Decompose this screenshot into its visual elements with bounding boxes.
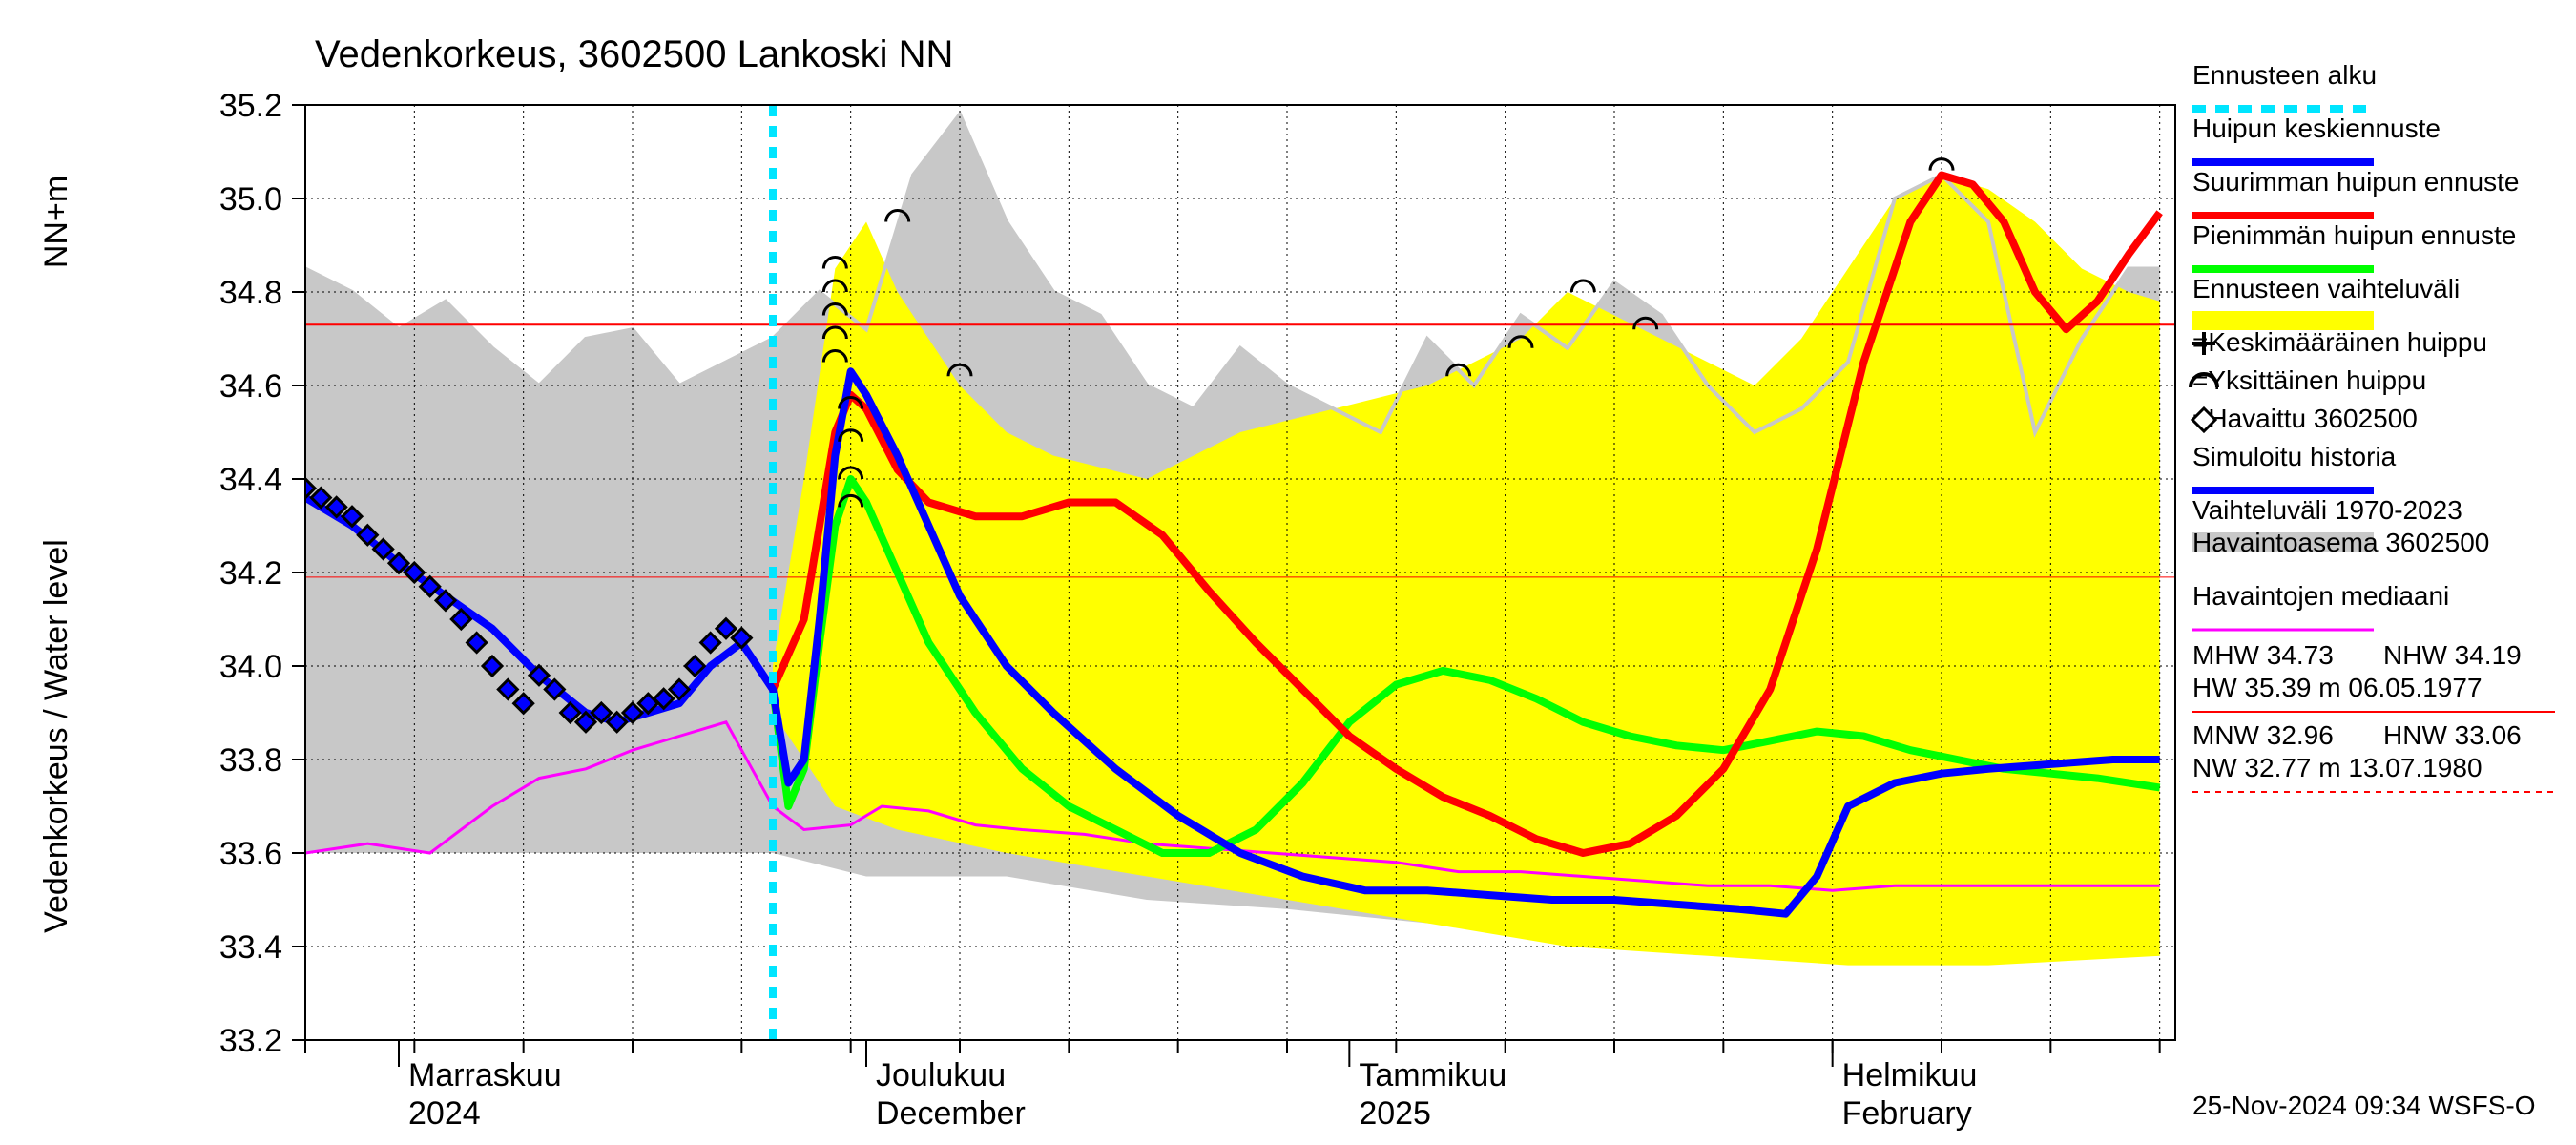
y-tick-label: 35.0: [219, 181, 282, 218]
legend-label: Havaintoasema 3602500: [2192, 528, 2489, 557]
legend-label: Suurimman huipun ennuste: [2192, 167, 2519, 197]
legend-label: Simuloitu historia: [2192, 442, 2397, 471]
x-month-label2: 2024: [408, 1095, 481, 1132]
x-month-label: Helmikuu: [1842, 1057, 1978, 1093]
x-month-label: Tammikuu: [1359, 1057, 1506, 1093]
x-month-label: Joulukuu: [876, 1057, 1006, 1093]
stat-hw: HW 35.39 m 06.05.1977: [2192, 673, 2483, 702]
x-month-label2: February: [1842, 1095, 1972, 1132]
x-month-label: Marraskuu: [408, 1057, 562, 1093]
x-month-label2: December: [876, 1095, 1026, 1132]
legend-label: Ennusteen vaihteluväli: [2192, 274, 2460, 303]
stat-mhw: MHW 34.73: [2192, 640, 2334, 670]
chart-title: Vedenkorkeus, 3602500 Lankoski NN: [315, 33, 953, 75]
y-tick-label: 33.8: [219, 742, 282, 779]
water-level-chart: 33.2 33.4 33.6 33.8 34.0 34.2 34.4 34.6 34.8 35.0…: [0, 0, 2576, 1145]
footer-timestamp: 25-Nov-2024 09:34 WSFS-O: [2192, 1091, 2536, 1120]
stat-mnw: MNW 32.96: [2192, 720, 2334, 750]
y-tick-label: 33.2: [219, 1023, 282, 1059]
x-month-label2: 2025: [1359, 1095, 1431, 1132]
y-tick-label: 33.6: [219, 836, 282, 872]
y-tick-label: 35.2: [219, 88, 282, 124]
y-tick-label: 34.8: [219, 275, 282, 311]
stat-nw: NW 32.77 m 13.07.1980: [2192, 753, 2483, 782]
y-axis-label-top: NN+m: [38, 176, 74, 268]
legend-label: Ennusteen alku: [2192, 60, 2377, 90]
y-tick-label: 34.0: [219, 649, 282, 685]
legend-label: =Keskimääräinen huippu: [2192, 327, 2487, 357]
y-tick-label: 33.4: [219, 929, 282, 966]
stat-hnw: HNW 33.06: [2383, 720, 2522, 750]
y-tick-label: 34.6: [219, 368, 282, 405]
legend-label: =Yksittäinen huippu: [2192, 365, 2426, 395]
legend-label: Vaihteluväli 1970-2023: [2192, 495, 2462, 525]
legend-label: Pienimmän huipun ennuste: [2192, 220, 2516, 250]
stat-nhw: NHW 34.19: [2383, 640, 2522, 670]
y-tick-label: 34.4: [219, 462, 282, 498]
legend-label: Huipun keskiennuste: [2192, 114, 2441, 143]
chart-svg: 33.2 33.4 33.6 33.8 34.0 34.2 34.4 34.6 34.8 35.0…: [0, 0, 2576, 1145]
legend-label: Havaintojen mediaani: [2192, 581, 2449, 611]
legend-label: =Havaittu 3602500: [2192, 404, 2418, 433]
y-tick-label: 34.2: [219, 555, 282, 592]
y-axis-label-bottom: Vedenkorkeus / Water level: [38, 539, 74, 933]
